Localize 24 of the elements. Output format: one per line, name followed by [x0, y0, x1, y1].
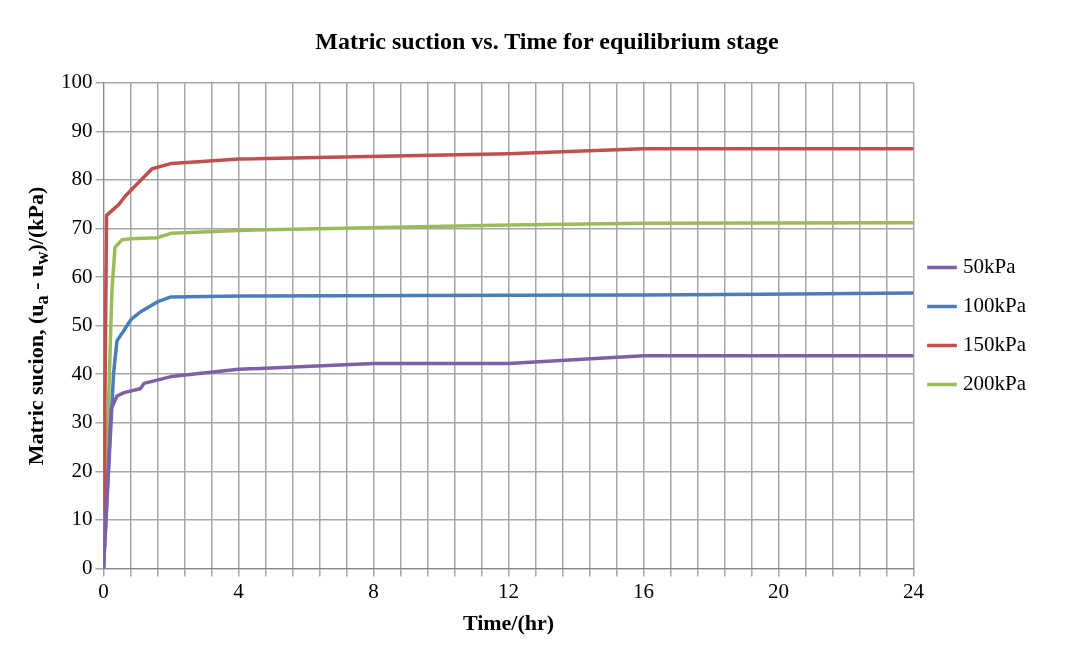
x-tick-label: 0	[98, 578, 109, 603]
y-tick-label: 30	[71, 409, 93, 434]
y-tick-label: 80	[71, 166, 93, 191]
y-tick-label: 70	[71, 215, 93, 239]
y-tick-label: 60	[71, 263, 93, 288]
y-tick-label: 100	[61, 69, 93, 94]
legend-label: 50kPa	[963, 254, 1017, 279]
x-tick-label: 12	[498, 578, 519, 603]
chart-title: Matric suction vs. Time for equilibrium stage	[315, 27, 779, 54]
x-tick-label: 4	[233, 578, 245, 603]
x-axis-title: Time/(hr)	[462, 610, 555, 636]
x-tick-label: 16	[633, 578, 654, 603]
y-tick-label: 40	[71, 360, 93, 385]
legend-label: 200kPa	[963, 371, 1027, 396]
y-tick-label: 20	[71, 457, 93, 482]
x-tick-label: 8	[368, 578, 379, 603]
y-tick-label: 10	[71, 506, 93, 531]
y-tick-label: 50	[71, 312, 93, 337]
legend-label: 100kPa	[963, 293, 1027, 318]
y-tick-label: 0	[82, 554, 93, 579]
y-tick-label: 90	[71, 117, 93, 142]
x-tick-label: 20	[768, 578, 789, 603]
x-tick-label: 24	[903, 578, 925, 603]
legend-label: 150kPa	[963, 332, 1027, 357]
